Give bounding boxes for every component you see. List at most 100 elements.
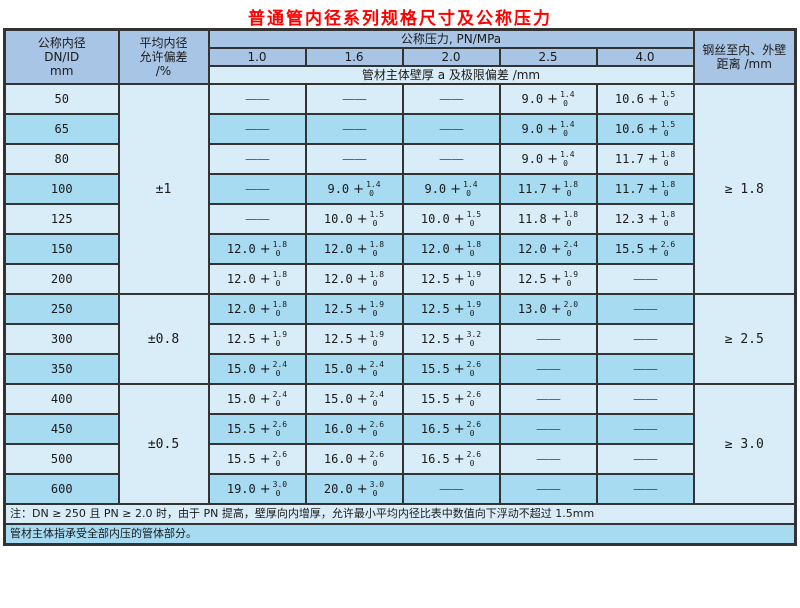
upper-tolerance: 1.5 [660, 119, 676, 129]
pressure-col-2_0: 2.0 [401, 47, 501, 67]
upper-tolerance: 1.4 [463, 179, 478, 189]
lower-tolerance: 0 [566, 308, 572, 318]
value-cell: 9.0 +1.4 0 [498, 113, 598, 145]
table-row: 300 12.5 +1.9 0 12.5 +1.9 0 12.5 +3.2 0 —— —— [3, 323, 796, 355]
value-cell: 16.5 +2.6 0 [401, 413, 501, 445]
nominal-value: 12.5 [226, 332, 256, 346]
lower-tolerance: 0 [275, 248, 281, 258]
lower-tolerance: 0 [372, 398, 378, 408]
value-cell: 16.0 +2.6 0 [304, 413, 404, 445]
value-cell: —— [304, 83, 404, 115]
nominal-value: 15.0 [226, 392, 256, 406]
nominal-value: 11.7 [517, 182, 547, 196]
deviation-cell: ±1 [117, 83, 210, 295]
table-header: 公称内径 DN/ID mm 平均内径 允许偏差 /% 公称压力, PN/MPa … [3, 28, 797, 85]
table-row: 450 15.5 +2.6 0 16.0 +2.6 0 16.5 +2.6 0 —— —— [3, 413, 796, 445]
plus-sign: + [356, 271, 368, 287]
plus-sign: + [547, 151, 559, 167]
nominal-value: 12.0 [323, 272, 353, 286]
nominal-value: 12.0 [226, 302, 256, 316]
value-cell: 10.0 +1.5 0 [304, 203, 404, 235]
tolerance-stack: 1.5 0 [467, 210, 481, 228]
tolerance-stack: 1.9 0 [564, 270, 578, 288]
tolerance-value: 12.3 +1.8 0 [614, 209, 676, 228]
tolerance-value: 12.5 +1.9 0 [518, 270, 578, 288]
tolerance-stack: 2.6 0 [369, 449, 385, 468]
tolerance-stack: 1.8 0 [660, 209, 676, 228]
footnote-row: 管材主体指承受全部内压的管体部分。 [3, 523, 797, 546]
tolerance-stack: 1.8 0 [661, 150, 675, 168]
plus-sign: + [453, 391, 465, 407]
upper-tolerance: 1.9 [466, 269, 482, 279]
value-cell: 11.7 +1.8 0 [595, 143, 695, 175]
tolerance-value: 15.5 +2.6 0 [420, 389, 482, 408]
tolerance-value: 12.5 +3.2 0 [421, 330, 481, 348]
plus-sign: + [453, 331, 465, 347]
nominal-value: 12.0 [420, 242, 450, 256]
pressure-col-1_0: 1.0 [207, 47, 307, 67]
tolerance-stack: 1.5 0 [660, 119, 676, 138]
plus-sign: + [647, 121, 659, 137]
tolerance-stack: 1.4 0 [463, 179, 478, 198]
value-cell: 12.5 +1.9 0 [304, 323, 404, 355]
upper-tolerance: 1.5 [660, 89, 676, 99]
upper-tolerance: 1.8 [660, 209, 676, 219]
plus-sign: + [259, 271, 271, 287]
lower-tolerance: 0 [372, 488, 378, 498]
tolerance-value: 16.0 +2.6 0 [324, 449, 385, 468]
plus-sign: + [453, 241, 465, 257]
lower-tolerance: 0 [275, 398, 281, 408]
nominal-value: 9.0 [521, 152, 544, 166]
dash: —— [536, 393, 561, 405]
plus-sign: + [453, 271, 465, 287]
table-row: 80 —— —— —— 9.0 +1.4 0 11.7 +1.8 0 [3, 143, 796, 175]
value-cell: 9.0 +1.4 0 [498, 143, 598, 175]
tolerance-value: 11.7 +1.8 0 [615, 180, 675, 198]
plus-sign: + [356, 451, 368, 467]
footnote-2: 管材主体指承受全部内压的管体部分。 [3, 523, 797, 546]
plus-sign: + [647, 181, 659, 197]
upper-tolerance: 1.9 [466, 299, 482, 309]
value-cell: 12.5 +1.9 0 [401, 293, 501, 325]
dash: —— [633, 333, 658, 345]
value-cell: 10.0 +1.5 0 [401, 203, 501, 235]
lower-tolerance: 0 [372, 368, 378, 378]
nominal-value: 12.3 [614, 212, 644, 226]
nominal-value: 15.5 [420, 392, 450, 406]
value-cell: 11.7 +1.8 0 [595, 173, 695, 205]
nominal-value: 10.0 [323, 212, 353, 226]
upper-tolerance: 2.6 [466, 389, 482, 399]
upper-tolerance: 2.6 [369, 449, 385, 459]
plus-sign: + [647, 241, 659, 257]
value-cell: 15.5 +2.6 0 [401, 383, 501, 415]
lower-tolerance: 0 [372, 308, 378, 318]
value-cell: 15.0 +2.4 0 [207, 353, 307, 385]
tolerance-value: 12.0 +1.8 0 [420, 240, 481, 258]
plus-sign: + [353, 181, 365, 197]
plus-sign: + [450, 181, 462, 197]
lower-tolerance: 0 [372, 278, 378, 288]
plus-sign: + [259, 241, 271, 257]
lower-tolerance: 0 [563, 128, 568, 138]
plus-sign: + [453, 301, 465, 317]
value-cell: —— [304, 113, 404, 145]
nominal-value: 10.0 [420, 212, 450, 226]
nominal-value: 11.8 [517, 212, 547, 226]
dn-cell: 65 [3, 113, 120, 145]
nominal-value: 9.0 [521, 92, 544, 106]
value-cell: —— [595, 263, 695, 295]
value-cell: 12.0 +2.4 0 [498, 233, 598, 265]
dash: —— [536, 363, 561, 375]
table-row: 500 15.5 +2.6 0 16.0 +2.6 0 16.5 +2.6 0 —— —— [3, 443, 796, 475]
tolerance-stack: 1.9 0 [466, 269, 482, 288]
lower-tolerance: 0 [469, 338, 475, 348]
tolerance-value: 11.7 +1.8 0 [615, 150, 675, 168]
pressure-col-2_5: 2.5 [498, 47, 598, 67]
value-cell: —— [207, 83, 307, 115]
upper-tolerance: 2.6 [272, 419, 288, 429]
upper-tolerance: 2.4 [563, 239, 579, 249]
deviation-header-line: 允许偏差 [139, 50, 188, 64]
value-cell: —— [498, 473, 598, 505]
tolerance-value: 9.0 +1.4 0 [521, 150, 574, 168]
value-cell: 9.0 +1.4 0 [304, 173, 404, 205]
